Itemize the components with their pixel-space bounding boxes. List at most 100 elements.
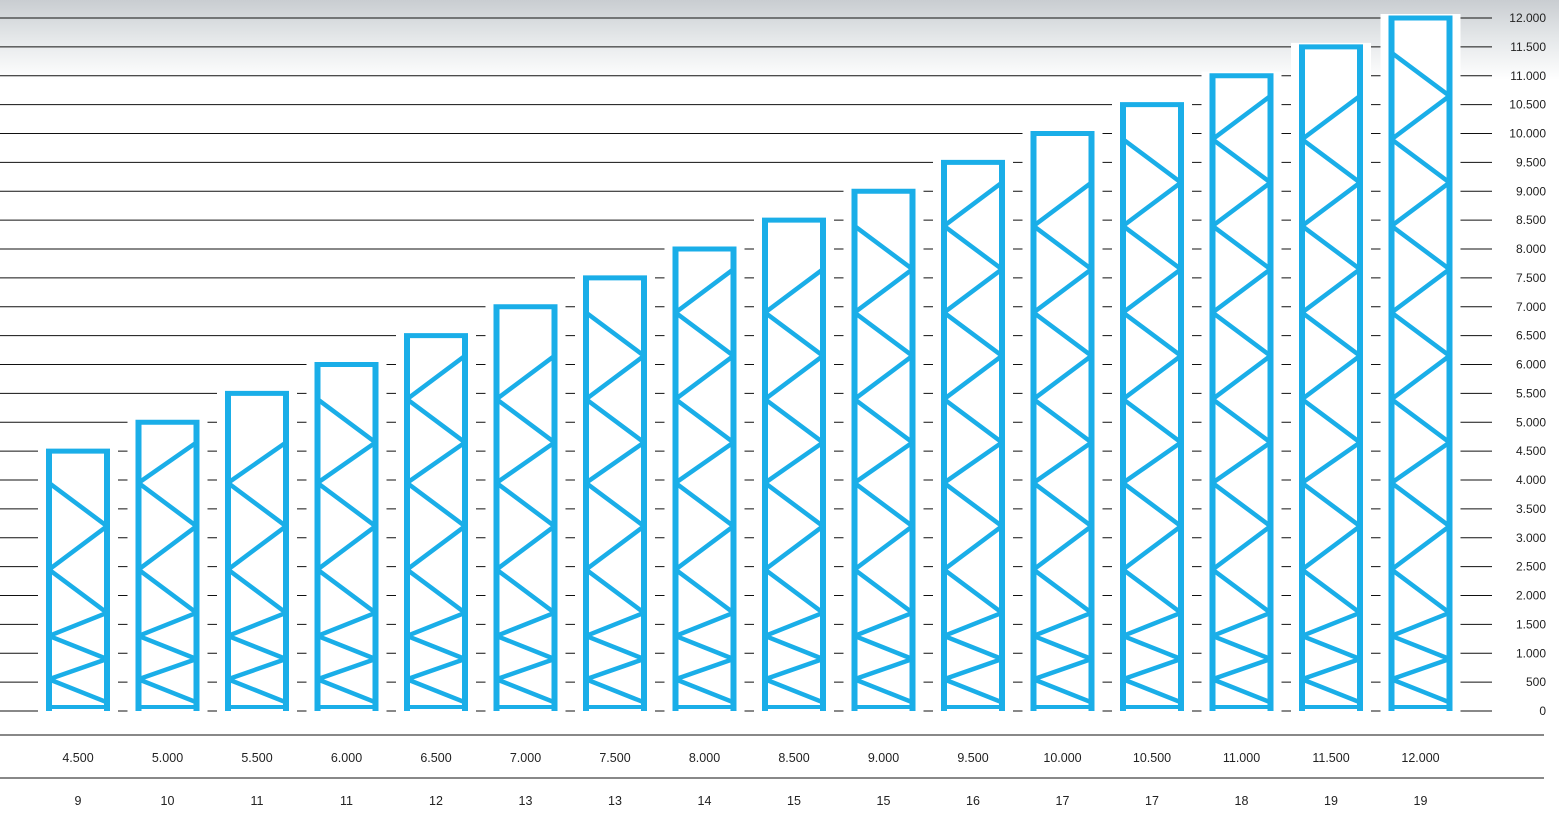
- rack-frame: [46, 448, 110, 711]
- frame-brace: [226, 524, 288, 572]
- frame-brace: [584, 481, 646, 529]
- frame-brace: [1211, 677, 1272, 705]
- x-category-label: 9.500: [957, 751, 988, 765]
- y-tick-label: 4.000: [1516, 473, 1546, 487]
- frame-brace: [1032, 677, 1093, 705]
- frame-brace: [1032, 656, 1093, 682]
- x-category-label: 8.500: [778, 751, 809, 765]
- y-tick-label: 8.000: [1516, 242, 1546, 256]
- frame-brace: [495, 656, 556, 682]
- frame-brace: [227, 610, 287, 639]
- x-category-label: 10.000: [1043, 751, 1081, 765]
- frame-brace: [853, 524, 914, 572]
- frame-brace: [674, 567, 735, 615]
- frame-brace: [1121, 224, 1183, 272]
- second-row-value: 14: [698, 794, 712, 808]
- frame-brace: [406, 656, 466, 682]
- frame-brace: [942, 524, 1004, 572]
- frame-brace: [406, 677, 466, 705]
- frame-brace: [674, 267, 735, 315]
- frame-brace: [1121, 310, 1183, 358]
- frame-brace: [674, 677, 735, 705]
- second-row-value: 19: [1414, 794, 1428, 808]
- frame-brace: [853, 481, 914, 529]
- frame-brace: [137, 440, 198, 485]
- frame-brace: [942, 440, 1004, 485]
- y-tick-label: 9.500: [1516, 155, 1546, 169]
- frame-brace: [1300, 354, 1362, 401]
- frame-brace: [137, 677, 198, 705]
- second-row-value: 17: [1056, 794, 1070, 808]
- frame-brace: [584, 397, 646, 445]
- frame-brace: [674, 440, 735, 485]
- frame-brace: [405, 481, 467, 529]
- rack-frame: [135, 419, 200, 711]
- y-tick-label: 10.000: [1509, 127, 1546, 141]
- rack-frame: [1030, 131, 1095, 711]
- frame-brace: [1390, 656, 1451, 682]
- second-row-value: 17: [1145, 794, 1159, 808]
- frame-brace: [1390, 310, 1451, 358]
- frame-brace: [1211, 524, 1272, 572]
- y-tick-label: 11.000: [1510, 69, 1546, 83]
- frame-brace: [137, 524, 198, 572]
- frame-brace: [1032, 481, 1093, 529]
- frame-brace: [853, 267, 914, 315]
- frame-brace: [763, 397, 825, 445]
- second-row-value: 15: [877, 794, 891, 808]
- frame-brace: [1301, 677, 1361, 705]
- frame-brace: [942, 310, 1004, 358]
- second-row-value: 10: [161, 794, 175, 808]
- frame-brace: [1121, 137, 1183, 185]
- frame-brace: [853, 440, 914, 485]
- frame-brace: [1121, 180, 1183, 228]
- frame-brace: [316, 397, 377, 445]
- frame-brace: [1300, 224, 1362, 272]
- frame-brace: [1032, 567, 1093, 615]
- frame-brace: [1211, 224, 1272, 272]
- x-category-label: 9.000: [868, 751, 899, 765]
- second-row-value: 11: [340, 794, 353, 808]
- frame-brace: [1211, 310, 1272, 358]
- rack-frame: [583, 275, 647, 711]
- frame-brace: [405, 397, 467, 445]
- frame-brace: [1032, 633, 1093, 662]
- frame-brace: [1211, 567, 1272, 615]
- frame-brace: [763, 354, 825, 401]
- frame-brace: [674, 354, 735, 401]
- frame-brace: [763, 567, 825, 615]
- frame-brace: [943, 610, 1003, 639]
- frame-brace: [1032, 397, 1093, 445]
- frame-brace: [1121, 354, 1183, 401]
- x-category-label: 5.000: [152, 751, 183, 765]
- frame-brace: [226, 567, 288, 615]
- x-category-label: 11.000: [1223, 751, 1260, 765]
- y-tick-label: 1.000: [1516, 646, 1546, 660]
- frame-brace: [585, 633, 645, 662]
- frame-brace: [227, 677, 287, 705]
- y-tick-label: 500: [1526, 675, 1546, 689]
- frame-brace: [674, 633, 735, 662]
- frame-brace: [137, 656, 198, 682]
- x-category-label: 8.000: [689, 751, 720, 765]
- rack-frame: [672, 246, 737, 711]
- y-tick-label: 10.500: [1509, 98, 1546, 112]
- frame-brace: [1390, 677, 1451, 705]
- rack-frames: [46, 15, 1453, 711]
- frame-brace: [674, 656, 735, 682]
- frame-brace: [942, 481, 1004, 529]
- frame-brace: [47, 567, 109, 615]
- frame-brace: [1390, 440, 1451, 485]
- frame-brace: [48, 677, 108, 705]
- second-row-value: 12: [429, 794, 443, 808]
- frame-brace: [764, 610, 824, 639]
- frame-brace: [316, 677, 377, 705]
- rack-frame: [404, 333, 468, 711]
- frame-brace: [137, 633, 198, 662]
- frame-brace: [853, 633, 914, 662]
- frame-brace: [1390, 354, 1451, 401]
- frame-brace: [316, 656, 377, 682]
- y-tick-label: 8.500: [1516, 213, 1546, 227]
- y-tick-label: 9.000: [1516, 184, 1546, 198]
- frame-brace: [48, 633, 108, 662]
